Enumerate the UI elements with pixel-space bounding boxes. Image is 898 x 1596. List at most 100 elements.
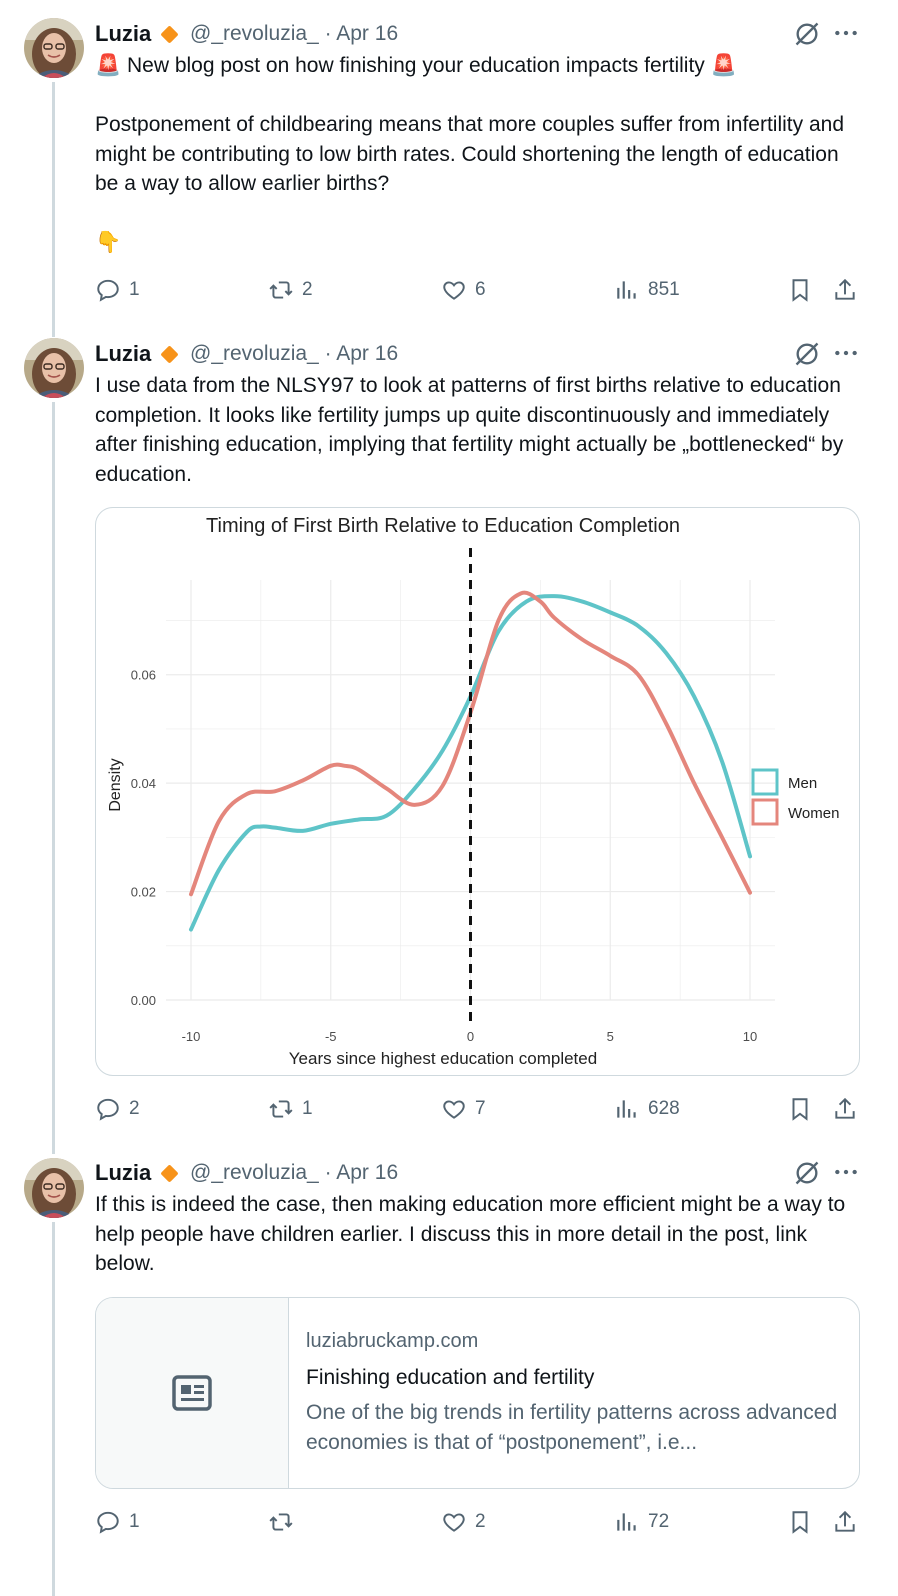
x-tick-label: 5	[607, 1029, 614, 1044]
post-text-line: 🚨 New blog post on how finishing your ed…	[95, 54, 737, 77]
reply-icon	[97, 1098, 119, 1121]
bookmark-icon[interactable]	[787, 277, 813, 303]
author-handle[interactable]: @_revoluzia_	[190, 1161, 319, 1184]
verified-badge-icon	[160, 345, 179, 364]
link-card-domain: luziabruckamp.com	[306, 1330, 479, 1352]
views-count: 72	[648, 1511, 670, 1532]
series-line-men	[189, 594, 752, 932]
bookmark-icon[interactable]	[787, 1096, 813, 1122]
legend-swatch	[751, 798, 779, 826]
y-tick-label: 0.00	[131, 993, 156, 1008]
author-name[interactable]: Luzia	[95, 21, 152, 46]
post-text: I use data from the NLSY97 to look at pa…	[95, 371, 860, 489]
post-text-line: Postponement of childbearing means that …	[95, 113, 845, 195]
repost-icon	[269, 1100, 293, 1118]
avatar[interactable]	[24, 338, 84, 398]
legend-swatch	[751, 768, 779, 796]
chart-ylabel: Density	[107, 758, 124, 811]
x-tick-label: 10	[743, 1029, 757, 1044]
link-card[interactable]: luziabruckamp.com Finishing education an…	[95, 1297, 860, 1489]
y-tick-label: 0.06	[131, 668, 156, 683]
thread-line	[52, 1222, 55, 1596]
more-icon[interactable]	[833, 20, 859, 46]
x-tick-label: -10	[182, 1029, 201, 1044]
post-text-line: 👇	[95, 231, 122, 254]
share-icon[interactable]	[832, 277, 858, 303]
chart-xlabel: Years since highest education completed	[289, 1049, 597, 1068]
legend-label: Women	[788, 805, 839, 822]
views-count: 628	[648, 1098, 680, 1119]
repost-button[interactable]: 1	[268, 1096, 313, 1122]
chart-title: Timing of First Birth Relative to Educat…	[206, 515, 680, 537]
views-icon	[617, 1100, 636, 1118]
post-text: 🚨 New blog post on how finishing your ed…	[95, 51, 860, 258]
like-count: 6	[475, 279, 486, 300]
reply-button[interactable]: 2	[95, 1096, 140, 1122]
x-tick-label: -5	[325, 1029, 337, 1044]
y-tick-label: 0.04	[131, 776, 156, 791]
like-icon	[443, 1513, 465, 1532]
post-date[interactable]: Apr 16	[336, 342, 399, 365]
post-text-line: I use data from the NLSY97 to look at pa…	[95, 374, 844, 486]
bookmark-icon[interactable]	[787, 1509, 813, 1535]
views-button[interactable]: 628	[614, 1096, 680, 1122]
link-card-description: One of the big trends in fertility patte…	[306, 1401, 838, 1454]
views-icon	[617, 1513, 636, 1531]
thread-line	[52, 402, 55, 1154]
reply-count: 2	[129, 1098, 140, 1119]
x-tick-label: 0	[467, 1029, 474, 1044]
author-name[interactable]: Luzia	[95, 1160, 152, 1185]
avatar[interactable]	[24, 18, 84, 78]
post-meta: @_revoluzia_ · Apr 16	[190, 1160, 398, 1186]
post-text-line	[95, 199, 860, 229]
grok-icon[interactable]	[793, 1159, 821, 1187]
reply-icon	[97, 279, 119, 302]
reply-count: 1	[129, 1511, 140, 1532]
author-name[interactable]: Luzia	[95, 341, 152, 366]
y-tick-label: 0.02	[131, 885, 156, 900]
like-icon	[443, 281, 465, 300]
post-text-line	[95, 81, 860, 111]
meta-separator: ·	[324, 1161, 332, 1184]
author-handle[interactable]: @_revoluzia_	[190, 342, 319, 365]
share-icon[interactable]	[832, 1096, 858, 1122]
repost-button[interactable]: 2	[268, 277, 313, 303]
legend-label: Men	[788, 775, 817, 792]
repost-count: 2	[302, 279, 313, 300]
link-card-title[interactable]: Finishing education and fertility	[306, 1366, 595, 1389]
repost-icon	[269, 281, 293, 299]
verified-badge-icon	[160, 25, 179, 44]
post-date[interactable]: Apr 16	[336, 1161, 399, 1184]
reply-button[interactable]: 1	[95, 277, 140, 303]
avatar[interactable]	[24, 1158, 84, 1218]
thread-line	[52, 82, 55, 337]
more-icon[interactable]	[833, 340, 859, 366]
post-meta: @_revoluzia_ · Apr 16	[190, 21, 398, 47]
views-button[interactable]: 72	[614, 1509, 669, 1535]
like-button[interactable]: 7	[441, 1096, 486, 1122]
like-icon	[443, 1100, 465, 1119]
chart-image-card[interactable]: Timing of First Birth Relative to Educat…	[95, 507, 860, 1076]
views-button[interactable]: 851	[614, 277, 680, 303]
views-count: 851	[648, 279, 680, 300]
more-icon[interactable]	[833, 1159, 859, 1185]
author-handle[interactable]: @_revoluzia_	[190, 22, 319, 45]
article-icon	[172, 1375, 212, 1411]
like-count: 7	[475, 1098, 486, 1119]
meta-separator: ·	[324, 22, 332, 45]
post-date[interactable]: Apr 16	[336, 22, 399, 45]
repost-button[interactable]	[268, 1509, 302, 1535]
meta-separator: ·	[324, 342, 332, 365]
like-button[interactable]: 6	[441, 277, 486, 303]
repost-icon	[269, 1513, 293, 1531]
like-button[interactable]: 2	[441, 1509, 486, 1535]
share-icon[interactable]	[832, 1509, 858, 1535]
grok-icon[interactable]	[793, 340, 821, 368]
post-meta: @_revoluzia_ · Apr 16	[190, 341, 398, 367]
reply-button[interactable]: 1	[95, 1509, 140, 1535]
like-count: 2	[475, 1511, 486, 1532]
post-text-line: If this is indeed the case, then making …	[95, 1193, 846, 1275]
post-text: If this is indeed the case, then making …	[95, 1190, 860, 1279]
grok-icon[interactable]	[793, 20, 821, 48]
verified-badge-icon	[160, 1164, 179, 1183]
